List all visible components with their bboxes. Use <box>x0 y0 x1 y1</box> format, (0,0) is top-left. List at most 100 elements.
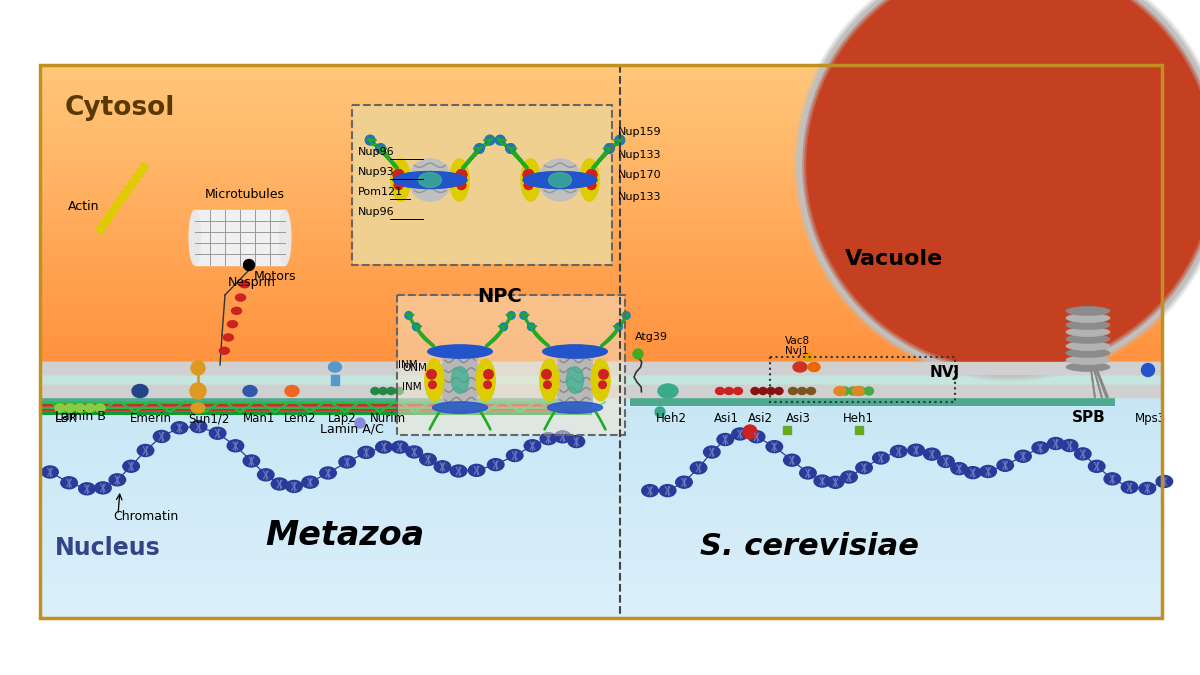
Ellipse shape <box>120 191 128 200</box>
Ellipse shape <box>814 475 830 487</box>
Ellipse shape <box>95 404 106 412</box>
Bar <box>40 284 1162 287</box>
Bar <box>40 408 1162 410</box>
Bar <box>40 131 1162 134</box>
Bar <box>40 594 1162 596</box>
Bar <box>40 111 1162 113</box>
Circle shape <box>539 159 581 201</box>
Bar <box>40 431 1162 433</box>
Ellipse shape <box>1032 442 1049 454</box>
Bar <box>40 597 1162 599</box>
Circle shape <box>623 312 630 319</box>
Ellipse shape <box>427 345 492 358</box>
Bar <box>40 146 1162 148</box>
Text: S. cerevisiae: S. cerevisiae <box>700 532 919 561</box>
Bar <box>40 606 1162 608</box>
Bar <box>40 459 1162 461</box>
Circle shape <box>616 136 624 145</box>
Ellipse shape <box>857 387 865 395</box>
Bar <box>40 489 1162 491</box>
Bar <box>40 98 1162 101</box>
Bar <box>40 410 1162 412</box>
Ellipse shape <box>766 441 782 453</box>
Bar <box>40 107 1162 109</box>
Circle shape <box>616 136 624 145</box>
Ellipse shape <box>154 431 170 442</box>
Text: Lem2: Lem2 <box>284 412 317 425</box>
Bar <box>40 487 1162 489</box>
Circle shape <box>524 181 533 190</box>
Bar <box>40 433 1162 435</box>
Bar <box>40 576 1162 578</box>
Circle shape <box>190 383 206 399</box>
Bar <box>854 426 863 434</box>
Ellipse shape <box>450 159 469 201</box>
Bar <box>40 307 1162 309</box>
Bar <box>40 471 1162 472</box>
Ellipse shape <box>1066 313 1110 323</box>
Ellipse shape <box>676 476 692 488</box>
Bar <box>40 446 1162 448</box>
Circle shape <box>428 381 437 389</box>
Bar <box>40 362 1162 375</box>
Bar <box>40 406 1162 408</box>
Bar <box>40 276 1162 278</box>
Bar <box>40 140 1162 142</box>
Ellipse shape <box>84 404 96 412</box>
Ellipse shape <box>42 466 59 478</box>
Ellipse shape <box>391 441 408 453</box>
Bar <box>40 418 1162 421</box>
Ellipse shape <box>660 485 676 497</box>
Ellipse shape <box>1066 335 1110 344</box>
Bar <box>40 247 1162 250</box>
Ellipse shape <box>1156 475 1172 487</box>
Bar <box>40 510 1162 512</box>
Ellipse shape <box>749 431 764 443</box>
Ellipse shape <box>376 441 392 453</box>
Bar <box>40 496 1162 498</box>
Ellipse shape <box>61 477 77 489</box>
Ellipse shape <box>338 456 355 468</box>
Bar <box>40 195 1162 198</box>
Ellipse shape <box>798 387 806 394</box>
Bar <box>40 557 1162 559</box>
Bar <box>40 437 1162 439</box>
Text: Metazoa: Metazoa <box>265 519 424 552</box>
Circle shape <box>743 425 757 439</box>
Ellipse shape <box>803 353 814 361</box>
Bar <box>40 539 1162 541</box>
Bar <box>40 156 1162 159</box>
Ellipse shape <box>95 482 112 494</box>
Text: Nup159: Nup159 <box>618 127 661 137</box>
Ellipse shape <box>540 433 557 445</box>
Ellipse shape <box>980 466 996 477</box>
Bar <box>40 300 1162 303</box>
Bar <box>40 545 1162 547</box>
Ellipse shape <box>487 458 504 470</box>
Bar <box>40 187 1162 190</box>
Bar <box>40 148 1162 151</box>
Ellipse shape <box>1048 437 1064 450</box>
Bar <box>40 259 1162 262</box>
Bar <box>40 212 1162 214</box>
Bar <box>40 214 1162 217</box>
Text: Lamin B: Lamin B <box>55 410 106 423</box>
Bar <box>40 385 1162 398</box>
Bar <box>40 311 1162 313</box>
Ellipse shape <box>568 435 584 448</box>
Bar <box>40 331 1162 334</box>
Circle shape <box>539 159 581 201</box>
Bar <box>40 168 1162 171</box>
Circle shape <box>500 323 508 331</box>
Bar <box>40 608 1162 610</box>
Bar <box>40 526 1162 528</box>
Bar <box>40 286 1162 289</box>
Circle shape <box>524 181 533 190</box>
Bar <box>40 203 1162 206</box>
Text: Nup133: Nup133 <box>618 192 661 202</box>
Bar <box>40 520 1162 522</box>
Ellipse shape <box>228 321 238 327</box>
Bar <box>40 518 1162 520</box>
Text: Mps3: Mps3 <box>1135 412 1166 425</box>
Bar <box>40 323 1162 326</box>
